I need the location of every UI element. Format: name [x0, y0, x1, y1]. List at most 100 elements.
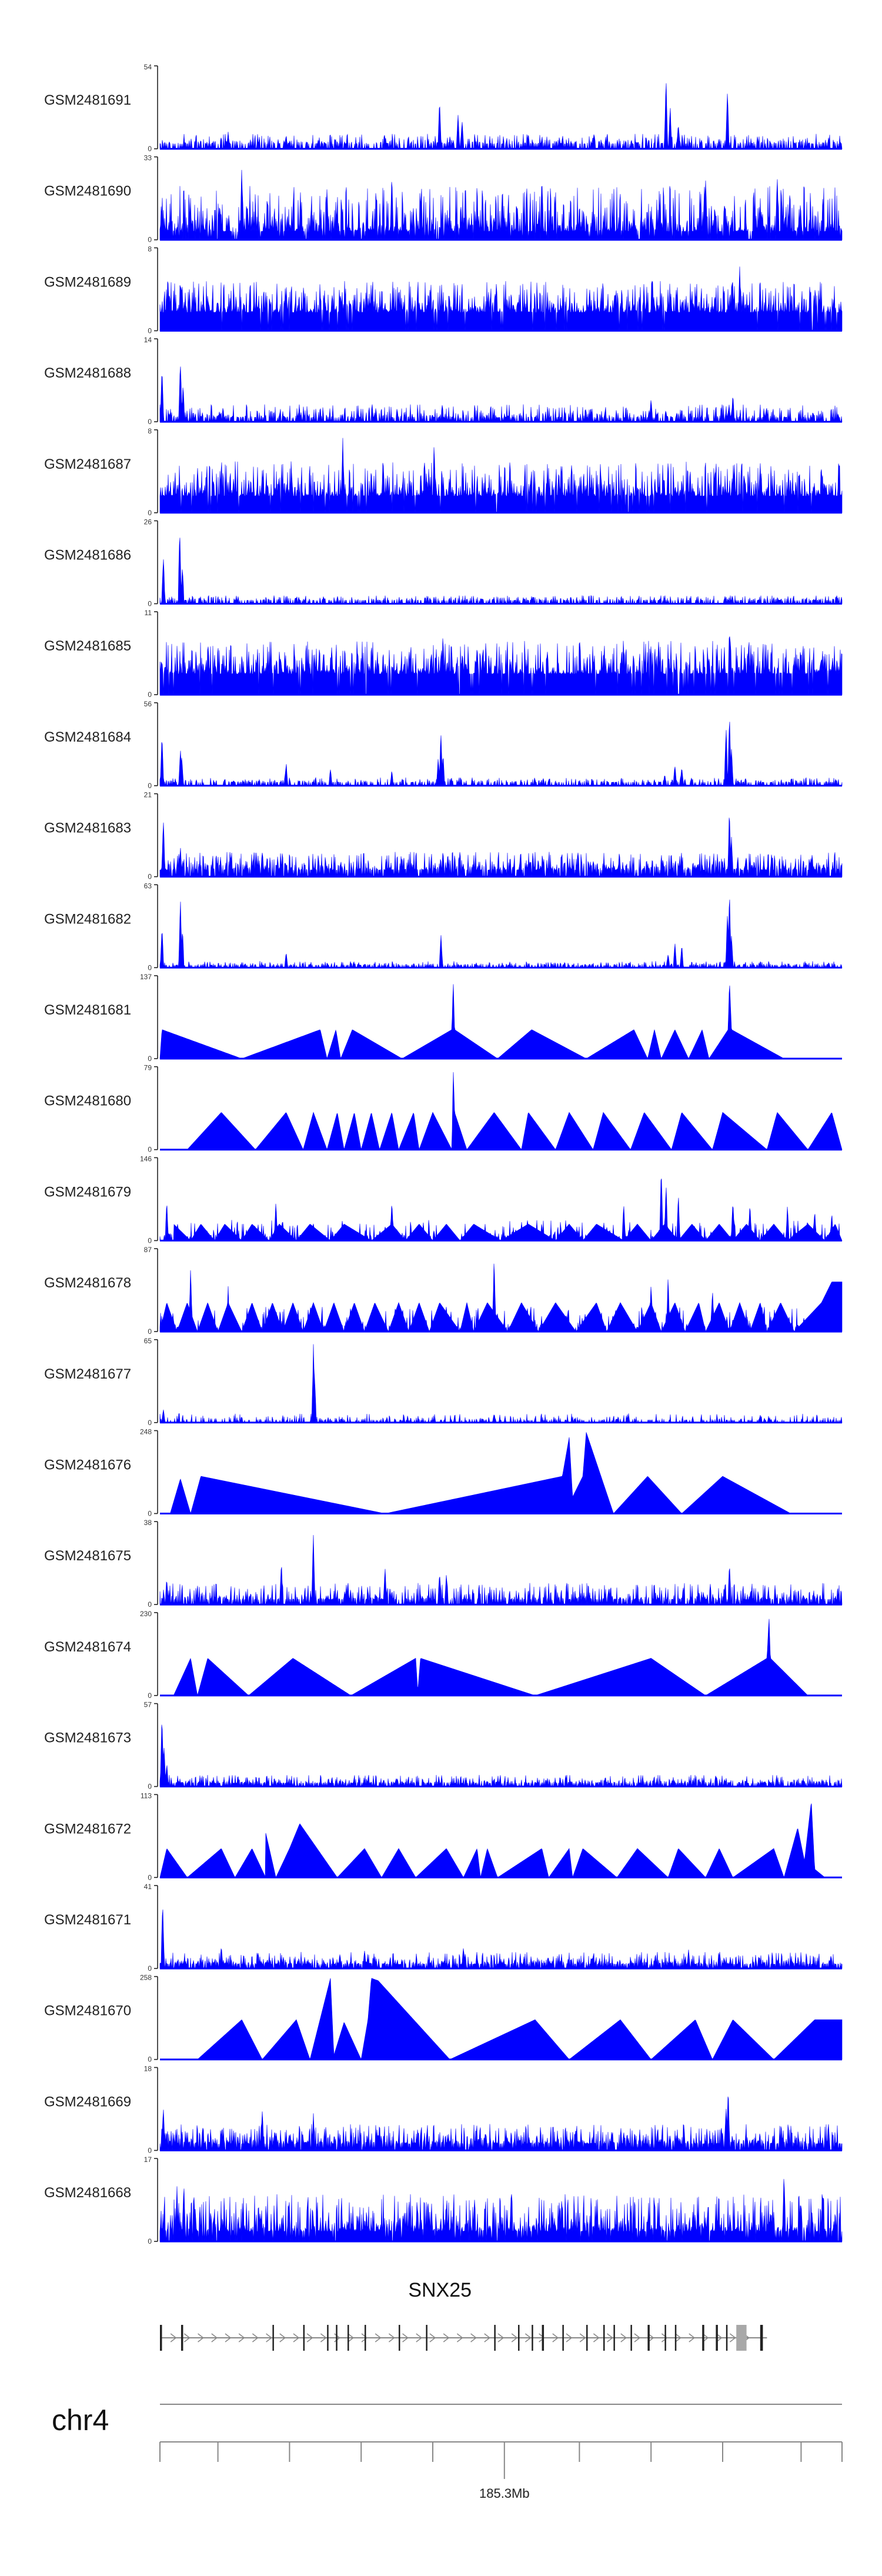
strand-arrow-icon: [620, 2333, 627, 2343]
coverage-area: [159, 538, 843, 604]
exon: [674, 2325, 677, 2351]
y-axis-max-label: 18: [144, 2064, 152, 2073]
coverage-area: [159, 2178, 843, 2242]
strand-arrow-icon: [198, 2333, 204, 2343]
strand-arrow-icon: [579, 2333, 586, 2343]
y-axis-max-label: 56: [144, 700, 152, 708]
exon: [726, 2325, 728, 2351]
strand-arrow-icon: [511, 2333, 518, 2343]
track-label: GSM2481676: [44, 1457, 131, 1473]
exon: [647, 2325, 650, 2351]
y-axis-min-label: 0: [148, 2146, 152, 2154]
strand-arrow-icon: [170, 2333, 177, 2343]
track-label: GSM2481673: [44, 1730, 131, 1746]
exon: [399, 2325, 400, 2351]
coverage-area: [159, 722, 843, 786]
strand-arrow-icon: [484, 2333, 491, 2343]
strand-arrow-icon: [593, 2333, 600, 2343]
strand-arrow-icon: [675, 2333, 681, 2343]
y-axis-min-label: 0: [148, 2237, 152, 2245]
track-label: GSM2481687: [44, 456, 131, 472]
y-axis-max-label: 146: [140, 1154, 152, 1163]
coverage-area: [159, 1909, 843, 1969]
y-axis-max-label: 17: [144, 2155, 152, 2164]
y-axis-min-label: 0: [148, 145, 152, 153]
exon: [760, 2325, 763, 2351]
coverage-area: [159, 266, 843, 331]
y-axis-max-label: 14: [144, 336, 152, 344]
strand-arrow-icon: [388, 2333, 395, 2343]
strand-arrow-icon: [238, 2333, 245, 2343]
y-axis-max-label: 33: [144, 154, 152, 162]
exon: [702, 2325, 704, 2351]
y-axis-min-label: 0: [148, 1236, 152, 1244]
coverage-area: [159, 636, 843, 695]
exon: [613, 2325, 615, 2351]
strand-arrow-icon: [225, 2333, 232, 2343]
y-axis-min-label: 0: [148, 873, 152, 881]
strand-arrow-icon: [729, 2333, 736, 2343]
y-axis-max-label: 8: [148, 427, 152, 435]
coverage-area: [159, 1803, 842, 1878]
track-GSM2481689: GSM2481689 8 0: [44, 245, 843, 335]
track-GSM2481688: GSM2481688 14 0: [44, 336, 843, 426]
y-axis-max-label: 137: [140, 973, 152, 981]
gene-name-label: SNX25: [408, 2279, 472, 2301]
track-GSM2481668: GSM2481668 17 0: [44, 2155, 843, 2245]
y-axis-min-label: 0: [148, 690, 152, 699]
track-label: GSM2481669: [44, 2094, 131, 2110]
y-axis-min-label: 0: [148, 236, 152, 244]
track-label: GSM2481680: [44, 1093, 131, 1109]
strand-arrow-icon: [183, 2333, 191, 2343]
exon: [365, 2325, 366, 2351]
track-label: GSM2481682: [44, 911, 131, 927]
y-axis-min-label: 0: [148, 1873, 152, 1881]
track-GSM2481685: GSM2481685 11 0: [44, 609, 843, 699]
chromosome-label: chr4: [52, 2404, 109, 2437]
track-GSM2481678: GSM2481678 87 0: [44, 1246, 843, 1336]
y-axis-min-label: 0: [148, 1055, 152, 1063]
track-GSM2481670: GSM2481670 258 0: [44, 1974, 843, 2064]
exon: [494, 2325, 496, 2351]
track-GSM2481680: GSM2481680 79 0: [44, 1064, 843, 1154]
strand-arrow-icon: [266, 2333, 272, 2343]
coverage-area: [159, 2096, 843, 2151]
y-axis-max-label: 41: [144, 1883, 152, 1891]
y-axis-min-label: 0: [148, 1964, 152, 1973]
strand-arrow-icon: [375, 2333, 382, 2343]
exon: [716, 2325, 718, 2351]
y-axis-max-label: 248: [140, 1428, 152, 1436]
exon: [336, 2325, 338, 2351]
exon: [562, 2325, 564, 2351]
coverage-area: [159, 817, 843, 877]
strand-arrow-icon: [348, 2333, 355, 2343]
strand-arrow-icon: [211, 2333, 218, 2343]
exon: [603, 2325, 605, 2351]
strand-arrow-icon: [306, 2333, 313, 2343]
track-GSM2481687: GSM2481687 8 0: [44, 427, 843, 517]
strand-arrow-icon: [293, 2333, 300, 2343]
track-label: GSM2481691: [44, 92, 131, 108]
strand-arrow-icon: [524, 2333, 532, 2343]
coverage-area: [159, 438, 843, 513]
coverage-area: [160, 1619, 842, 1696]
track-label: GSM2481679: [44, 1184, 131, 1200]
exon: [736, 2325, 747, 2351]
exon: [181, 2325, 183, 2351]
y-axis-max-label: 57: [144, 1701, 152, 1709]
strand-arrow-icon: [497, 2333, 505, 2343]
coverage-area: [160, 1072, 843, 1150]
strand-arrow-icon: [552, 2333, 559, 2343]
strand-arrow-icon: [539, 2333, 545, 2343]
y-axis-min-label: 0: [148, 1510, 152, 1518]
coverage-area: [159, 1724, 843, 1787]
track-GSM2481675: GSM2481675 38 0: [44, 1519, 843, 1609]
coverage-area: [159, 1534, 843, 1605]
track-label: GSM2481674: [44, 1639, 131, 1655]
strand-arrow-icon: [456, 2333, 463, 2343]
y-axis-max-label: 11: [145, 609, 152, 617]
y-axis-min-label: 0: [148, 1327, 152, 1336]
exon: [532, 2325, 533, 2351]
strand-arrow-icon: [252, 2333, 259, 2343]
track-label: GSM2481686: [44, 548, 131, 563]
